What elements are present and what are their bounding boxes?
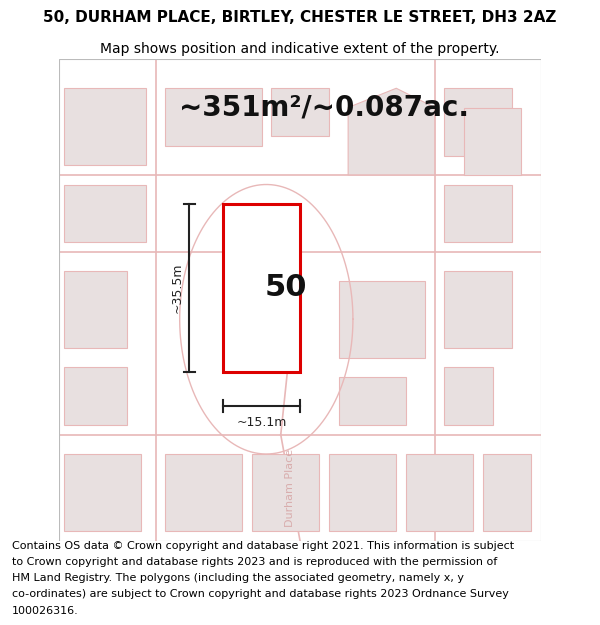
Bar <box>445 368 493 425</box>
Bar <box>406 454 473 531</box>
Bar <box>64 184 146 242</box>
Bar <box>338 377 406 425</box>
Text: Map shows position and indicative extent of the property.: Map shows position and indicative extent… <box>100 42 500 56</box>
Bar <box>271 88 329 136</box>
Bar <box>445 184 512 242</box>
Text: co-ordinates) are subject to Crown copyright and database rights 2023 Ordnance S: co-ordinates) are subject to Crown copyr… <box>12 589 509 599</box>
Bar <box>223 204 300 372</box>
Bar <box>329 454 396 531</box>
Polygon shape <box>464 107 521 175</box>
Text: Durham Place: Durham Place <box>286 449 295 527</box>
Bar <box>64 454 141 531</box>
Text: to Crown copyright and database rights 2023 and is reproduced with the permissio: to Crown copyright and database rights 2… <box>12 557 497 567</box>
Polygon shape <box>348 88 435 175</box>
Bar <box>338 281 425 357</box>
Text: 50: 50 <box>265 274 307 302</box>
Bar <box>64 368 127 425</box>
Text: HM Land Registry. The polygons (including the associated geometry, namely x, y: HM Land Registry. The polygons (includin… <box>12 573 464 583</box>
Text: 100026316.: 100026316. <box>12 606 79 616</box>
Text: Contains OS data © Crown copyright and database right 2021. This information is : Contains OS data © Crown copyright and d… <box>12 541 514 551</box>
Bar <box>252 454 319 531</box>
Text: ~35.5m: ~35.5m <box>171 262 184 313</box>
Bar <box>445 271 512 348</box>
Text: 50, DURHAM PLACE, BIRTLEY, CHESTER LE STREET, DH3 2AZ: 50, DURHAM PLACE, BIRTLEY, CHESTER LE ST… <box>43 10 557 25</box>
Text: ~15.1m: ~15.1m <box>236 416 287 429</box>
Bar <box>64 88 146 165</box>
Text: ~351m²/~0.087ac.: ~351m²/~0.087ac. <box>179 94 469 121</box>
Bar <box>483 454 531 531</box>
Bar <box>445 88 512 156</box>
Bar <box>165 88 262 146</box>
Bar <box>165 454 242 531</box>
Bar <box>64 271 127 348</box>
